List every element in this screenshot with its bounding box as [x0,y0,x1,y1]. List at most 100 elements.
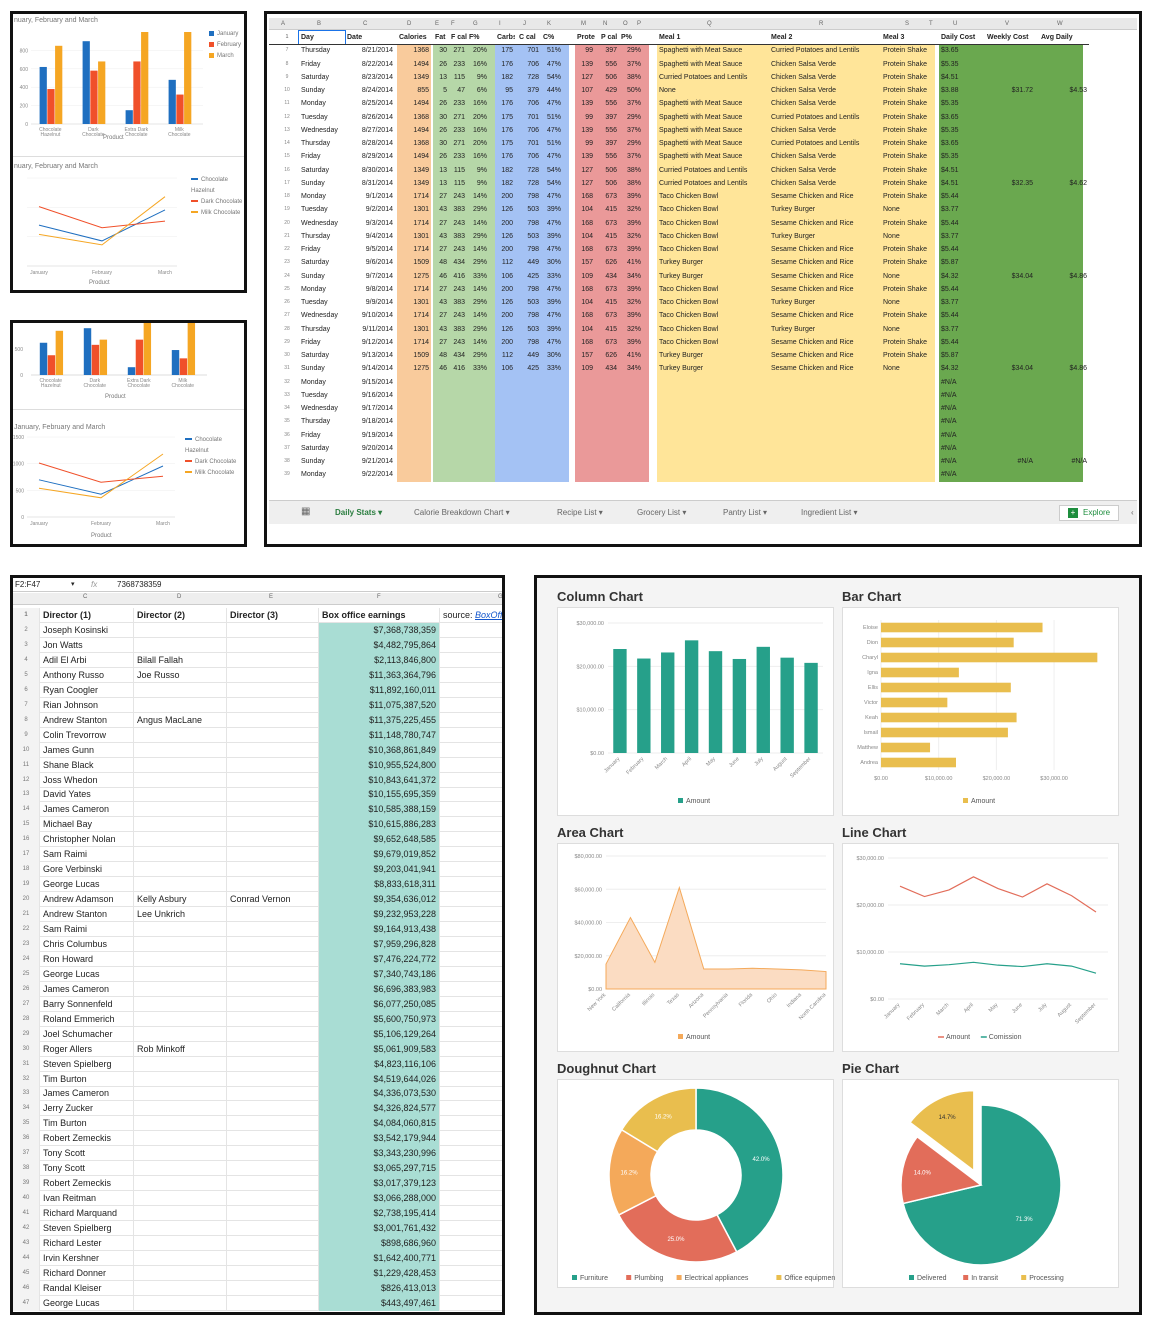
row-number[interactable]: 25 [284,285,290,292]
cell-director-1[interactable]: Richard Donner [40,1265,134,1281]
cell-cost[interactable]: $3.88 [941,87,959,94]
col-e[interactable]: E [269,594,274,600]
cell-director-1[interactable]: Ivan Reitman [40,1191,134,1207]
cell-pp[interactable]: 32% [626,299,641,306]
cell-director-3[interactable] [227,832,319,848]
cell-director-1[interactable]: James Cameron [40,1086,134,1102]
row-number[interactable]: 32 [13,1071,40,1087]
cell-m1[interactable]: Taco Chicken Bowl [659,312,719,320]
row-number[interactable]: 1 [285,34,289,40]
cell-day[interactable]: Wednesday [301,405,338,412]
cell-director-1[interactable]: Ron Howard [40,951,134,967]
cell-fat[interactable]: 48 [439,352,447,359]
cell-pp[interactable]: 37% [626,153,641,161]
cell-m2[interactable]: Turkey Burger [771,232,816,240]
cell-director-1[interactable]: Christopher Nolan [40,832,134,848]
cell-prot[interactable]: 168 [581,338,593,346]
row-number[interactable]: 11 [13,757,40,773]
cell-box-office[interactable]: $4,519,644,026 [319,1071,440,1087]
cell-ccal[interactable] [517,389,541,402]
cell-cost[interactable]: #N/A [941,431,957,439]
cell-box-office[interactable]: $826,413,013 [319,1280,440,1296]
row-number[interactable]: 12 [13,772,40,788]
cell-date[interactable]: 9/16/2014 [361,391,393,399]
cell-m3[interactable]: Protein Shake [883,73,927,81]
cell-fat[interactable]: 27 [439,193,447,200]
cell-m2[interactable]: Turkey Burger [771,299,816,306]
cell-carb[interactable]: 112 [501,352,513,359]
name-box-dropdown-icon[interactable]: ▾ [71,581,75,588]
cell-pp[interactable]: 29% [626,47,641,55]
cell-carb[interactable]: 176 [501,100,513,108]
cell-director-2[interactable] [134,832,227,848]
cell-prot[interactable] [575,455,595,468]
cell-director-3[interactable] [227,1295,319,1311]
cell-cal[interactable] [397,455,431,468]
cell-m1[interactable] [657,376,767,389]
cell-pp[interactable] [619,442,643,455]
cell-avg[interactable] [1039,124,1089,137]
cell-day[interactable]: Wednesday [301,219,338,227]
cell-cost[interactable]: #N/A [941,444,957,452]
cell-m2[interactable]: Chicken Salsa Verde [771,73,836,81]
cell-date[interactable]: 8/28/2014 [361,140,393,147]
cell-avg[interactable] [1039,44,1089,57]
cell-prot[interactable]: 104 [581,325,593,333]
cell-m3[interactable] [881,442,937,455]
cell-director-3[interactable] [227,862,319,878]
row-number[interactable]: 14 [284,140,290,146]
cell-week[interactable] [985,124,1035,137]
cell-m3[interactable] [881,415,937,428]
cell-pcal[interactable]: 415 [605,232,617,240]
cell-box-office[interactable]: $11,375,225,455 [319,712,440,728]
cell-prot[interactable]: 139 [581,100,593,108]
source-link[interactable]: BoxOff [475,610,503,620]
cell-box-office[interactable]: $9,652,648,585 [319,832,440,848]
cell-prot[interactable]: 127 [581,179,593,187]
cell-fp[interactable]: 14% [472,246,487,253]
cell-avg[interactable] [1039,376,1089,389]
col-header-e[interactable]: E [435,21,440,27]
cell-director-3[interactable] [227,951,319,967]
cell-box-office[interactable]: $3,001,761,432 [319,1221,440,1236]
cell-cp[interactable]: 39% [546,206,561,214]
cell-week[interactable] [985,217,1035,230]
row-number[interactable]: 14 [13,802,40,818]
cell-week[interactable] [985,164,1035,177]
cell-prot[interactable]: 168 [581,312,593,320]
cell-fat[interactable]: 26 [439,60,447,68]
cell-m2[interactable]: Sesame Chicken and Rice [771,246,854,253]
cell-ccal[interactable]: 798 [527,312,539,320]
cell-fat[interactable] [433,429,449,442]
cell-m2[interactable]: Curried Potatoes and Lentils [771,47,860,55]
cell-day[interactable]: Friday [301,431,321,439]
cell-cal[interactable]: 1349 [413,166,429,174]
cell-date[interactable]: 9/10/2014 [361,312,393,320]
header-director-3[interactable]: Director (3) [227,608,319,623]
cell-cp[interactable]: 39% [546,325,561,333]
row-number[interactable]: 24 [284,272,290,279]
col-header-b[interactable]: B [317,21,322,27]
cell-m2[interactable]: Chicken Salsa Verde [771,153,836,161]
cell-director-2[interactable] [134,682,227,698]
cell-m3[interactable]: Protein Shake [883,60,927,68]
cell-pp[interactable]: 39% [626,338,641,346]
cell-director-3[interactable] [227,697,319,713]
cell-m3[interactable]: Protein Shake [883,312,927,320]
cell-fcal[interactable]: 383 [453,325,465,333]
cell-director-3[interactable] [227,1071,319,1087]
cell-cal[interactable]: 1301 [413,325,429,333]
cell-box-office[interactable]: $7,476,224,772 [319,951,440,967]
row-number[interactable]: 5 [13,667,40,683]
cell-ccal[interactable]: 706 [527,153,539,161]
cell-pp[interactable] [619,389,643,402]
cell-pp[interactable] [619,455,643,468]
cell-fp[interactable]: 16% [472,100,487,108]
cell-m2[interactable] [769,402,879,415]
cell-cost[interactable]: $5.44 [941,285,959,293]
cell-prot[interactable]: 104 [581,299,593,306]
cell-avg[interactable] [1039,150,1089,163]
cell-carb[interactable]: 175 [501,140,513,147]
cell-cp[interactable]: 51% [546,47,561,55]
cell-box-office[interactable]: $9,164,913,438 [319,922,440,937]
